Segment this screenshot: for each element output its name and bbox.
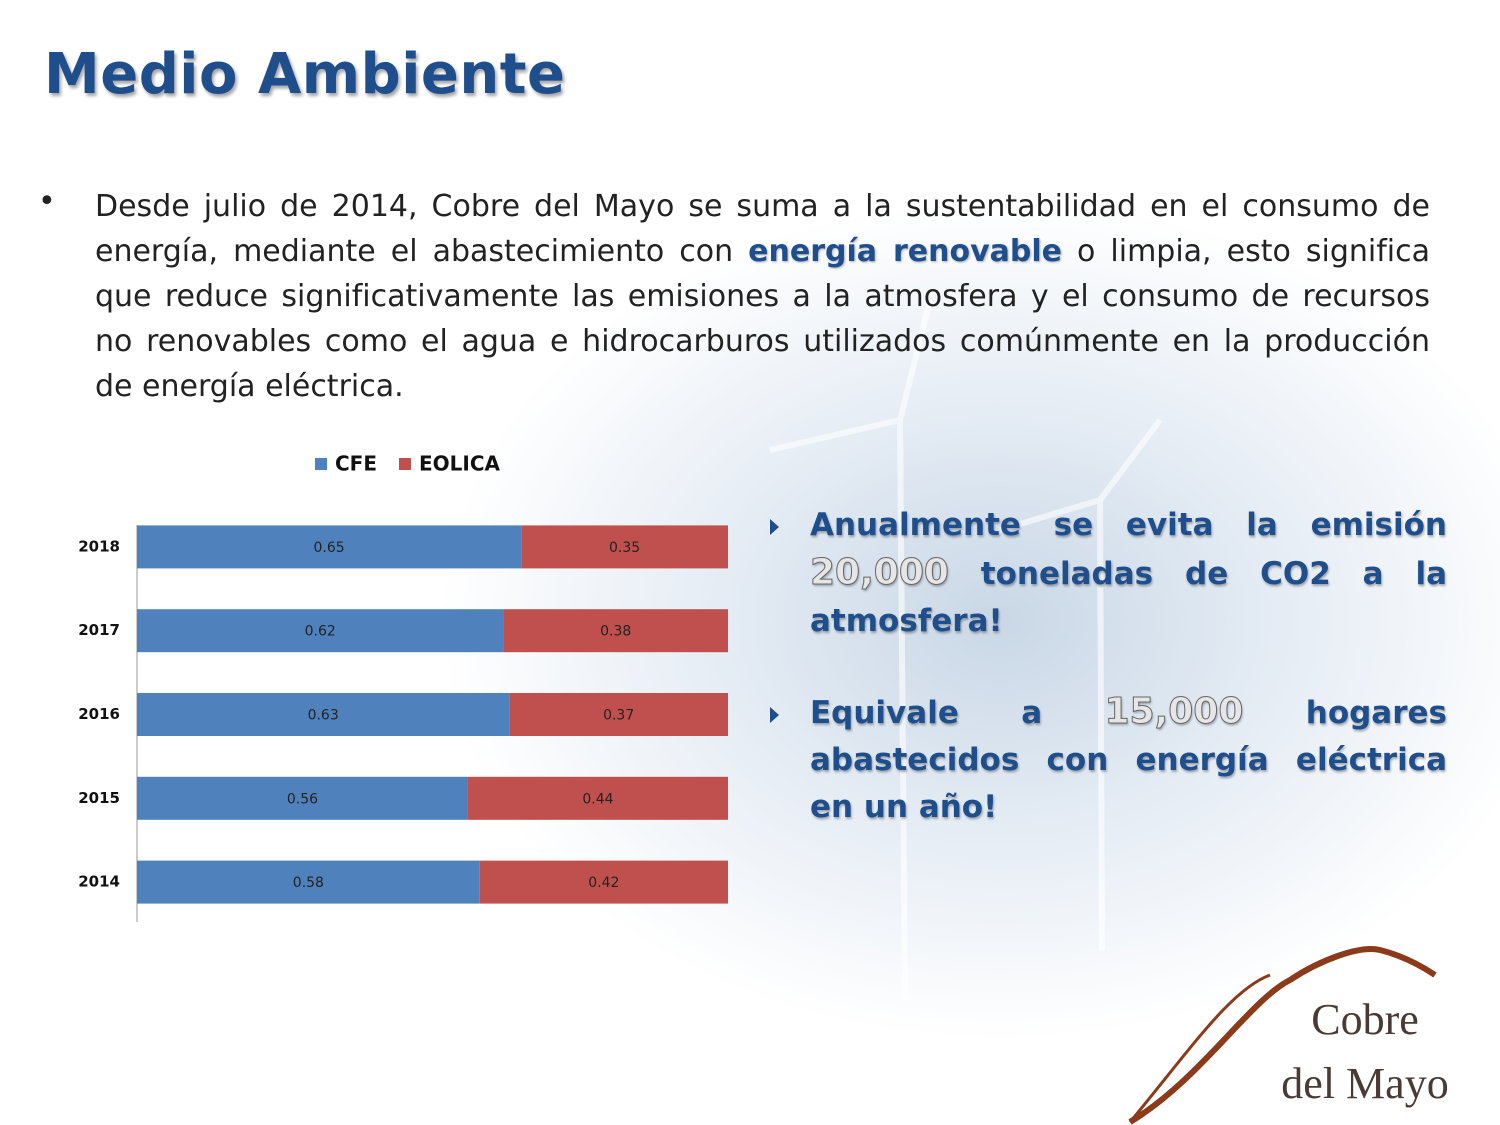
data-label: 0.37 <box>603 708 634 724</box>
y-tick-label: 2016 <box>78 705 120 723</box>
logo-text: del Mayo <box>1281 1059 1448 1108</box>
bar-segment <box>137 525 522 569</box>
bullet-arrow <box>770 519 779 535</box>
text: o limpia, esto significa que reduce sign… <box>95 234 1430 404</box>
number: 20,000 <box>810 552 950 594</box>
bar-segment <box>503 609 728 653</box>
bar-segment <box>521 525 728 569</box>
y-tick-label: 2014 <box>78 873 120 891</box>
logo-text: Cobre <box>1311 995 1419 1044</box>
data-label: 0.63 <box>308 708 339 724</box>
legend-label: CFE <box>335 452 377 476</box>
y-tick-label: 2015 <box>78 789 120 807</box>
bullet-arrow <box>770 707 779 723</box>
turbines <box>769 299 1163 1001</box>
intro-text: Desde julio de 2014, Cobre del Mayo se s… <box>95 184 1430 409</box>
bar-segment <box>479 860 728 904</box>
number: 15,000 <box>1104 691 1244 733</box>
fact: Anualmente se evita la emisión 20,000 to… <box>810 502 1447 645</box>
data-label: 0.56 <box>287 791 318 807</box>
data-label: 0.65 <box>313 540 344 556</box>
data-label: 0.44 <box>582 791 613 807</box>
bar-segment <box>137 693 510 736</box>
text: toneladas de CO2 a la atmosfera! <box>810 556 1447 639</box>
legend-swatch <box>399 458 411 470</box>
data-label: 0.62 <box>305 624 336 640</box>
data-label: 0.38 <box>600 624 631 640</box>
data-label: 0.42 <box>588 875 619 891</box>
bar-segment <box>467 776 728 820</box>
text: Desde julio de 2014, Cobre del Mayo se s… <box>95 189 1430 269</box>
text: Anualmente se evita la emisión <box>810 507 1447 543</box>
data-label: 0.35 <box>609 540 640 556</box>
y-tick-label: 2017 <box>78 621 120 639</box>
y-tick-label: 2018 <box>78 537 120 555</box>
logo-arc <box>1128 946 1437 1125</box>
text: Equivale a <box>810 695 1105 731</box>
fact: Equivale a 15,000 hogares abastecidos co… <box>810 688 1447 831</box>
legend-label: EOLICA <box>419 452 501 476</box>
logo-arc <box>1128 973 1271 1123</box>
slide-title: Medio Ambiente <box>44 42 566 107</box>
bar-segment <box>137 609 504 653</box>
data-label: 0.58 <box>293 875 324 891</box>
bar-segment <box>137 860 480 904</box>
bullet: • <box>38 184 56 219</box>
text: hogares abastecidos con energía eléctric… <box>810 695 1447 825</box>
bar-segment <box>509 693 728 736</box>
bar-segment <box>137 776 468 820</box>
highlight: energía renovable <box>748 234 1062 269</box>
legend-swatch <box>315 458 327 470</box>
